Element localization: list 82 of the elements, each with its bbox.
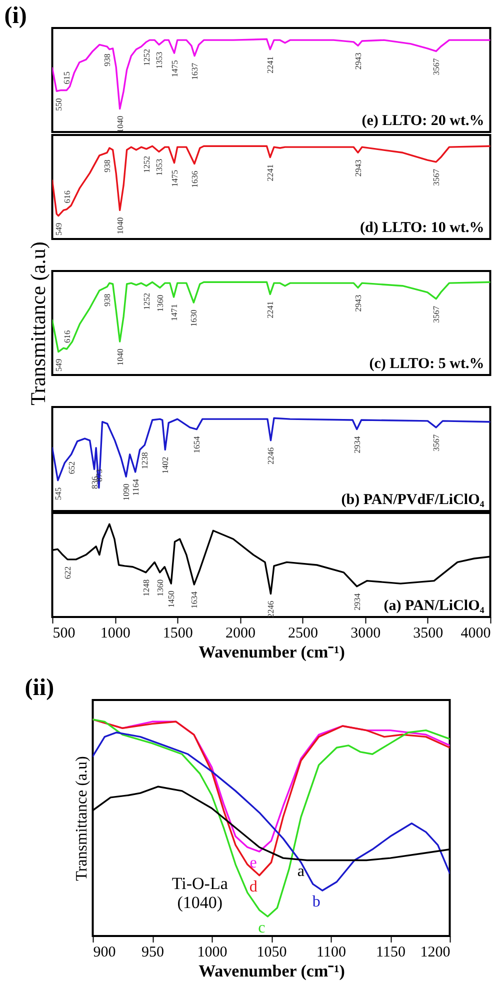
- x-tick-label: 1500: [162, 626, 193, 642]
- annotation: 2934: [352, 592, 362, 610]
- x-axis-title: Wavenumber (cm⁻¹): [198, 962, 345, 980]
- annotation: 1252: [141, 156, 152, 173]
- annotation: 1402: [160, 456, 170, 474]
- x-axis-title: Wavenumber (cm⁻¹): [198, 642, 345, 662]
- y-axis-title: Transmittance (a.u): [26, 242, 50, 406]
- annotation: 2246: [266, 447, 276, 464]
- annotation: 1450: [166, 590, 176, 608]
- annotation: 2943: [352, 160, 363, 177]
- annotation: 1248: [140, 579, 151, 596]
- annotation: 2241: [265, 164, 276, 182]
- annotation: 2241: [265, 301, 276, 318]
- annotation: 1040: [114, 217, 125, 234]
- annotation: (e) LLTO: 20 wt.%: [362, 113, 484, 129]
- annotation: 3567: [431, 306, 442, 323]
- annotation: (c) LLTO: 5 wt.%: [369, 356, 484, 372]
- series-label: a: [297, 863, 305, 880]
- series-label: b: [312, 894, 320, 911]
- annotation: (d) LLTO: 10 wt.%: [360, 220, 484, 236]
- annotation: 1164: [130, 478, 140, 496]
- annotation: 1654: [192, 436, 202, 454]
- annotation: 1634: [189, 590, 200, 608]
- annotation: 3567: [431, 58, 442, 76]
- annotation: 1471: [168, 304, 179, 321]
- x-tick-label: 1200: [420, 944, 450, 960]
- annotation: 3567: [431, 434, 442, 452]
- x-tick-label: 500: [52, 626, 76, 642]
- x-tick-label: 1100: [316, 944, 346, 960]
- annotation: 652: [66, 461, 76, 474]
- x-tick-label: 1000: [100, 626, 130, 642]
- annotation: 2241: [265, 56, 276, 74]
- x-tick-label: 2000: [225, 626, 256, 642]
- x-tick-label: 900: [93, 944, 116, 960]
- annotation: 2934: [352, 436, 362, 454]
- x-tick-label: 3500: [413, 626, 444, 642]
- annotation: 1475: [169, 60, 180, 78]
- annotation: 1252: [141, 292, 152, 310]
- annotation: Ti-O-La (1040): [172, 874, 228, 912]
- annotation: 549: [53, 358, 64, 372]
- annotation: 938: [102, 54, 112, 66]
- annotation: 616: [62, 190, 72, 204]
- annotation: 938: [102, 294, 112, 307]
- annotation: 2943: [352, 52, 363, 70]
- series-label: e: [250, 854, 257, 872]
- series-label: d: [249, 878, 258, 896]
- annotation: 1238: [140, 452, 150, 470]
- annotation: 3567: [431, 168, 442, 186]
- annotation: 2246: [266, 600, 276, 618]
- annotation: 1040: [114, 348, 125, 366]
- annotation: 1090: [121, 484, 132, 501]
- annotation: 550: [54, 98, 64, 111]
- annotation: 1475: [169, 170, 180, 187]
- series-label: c: [258, 920, 266, 937]
- x-tick-label: 1150: [376, 944, 406, 960]
- annotation: 545: [52, 487, 63, 500]
- annotation: 2943: [352, 294, 363, 312]
- x-tick-label: 1000: [197, 944, 228, 960]
- annotation: 1360: [154, 294, 165, 312]
- annotation: (a) PAN/LiClO₄: [384, 598, 485, 614]
- annotation: 1630: [188, 310, 199, 327]
- annotation: 615: [62, 71, 72, 84]
- x-tick-label: 4000: [460, 626, 491, 642]
- annotation: 616: [62, 330, 72, 343]
- annotation: 1353: [154, 52, 164, 69]
- annotation: 1637: [190, 62, 200, 80]
- annotation: 1636: [189, 170, 200, 188]
- annotation: 1360: [154, 579, 165, 596]
- x-tick-label: 3000: [350, 626, 381, 642]
- annotation: 622: [62, 566, 73, 580]
- chart-title: (ii): [24, 675, 54, 701]
- x-tick-label: 950: [142, 944, 164, 960]
- annotation: 938: [102, 160, 112, 172]
- annotation: 1353: [154, 158, 164, 176]
- annotation: 1040: [114, 116, 125, 133]
- annotation: 549: [53, 222, 64, 236]
- annotation: 1252: [141, 48, 152, 66]
- chart-title: (i): [4, 3, 27, 29]
- x-tick-label: 2500: [288, 626, 318, 642]
- annotation: (b) PAN/PVdF/LiClO₄: [341, 492, 485, 508]
- y-axis-title: Transmittance (a.u): [73, 756, 90, 881]
- x-tick-label: 1050: [256, 944, 287, 960]
